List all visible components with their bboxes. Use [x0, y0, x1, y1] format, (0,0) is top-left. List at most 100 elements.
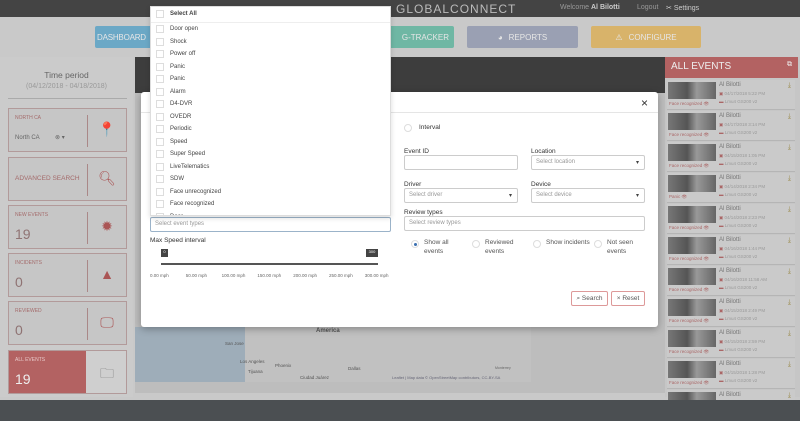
checkbox[interactable]: [156, 50, 164, 58]
map-attribution[interactable]: Leaflet | Map data © OpenStreetMap contr…: [392, 375, 501, 380]
location-select[interactable]: Select location: [531, 155, 645, 170]
event-type-option[interactable]: Door: [156, 212, 183, 215]
download-icon[interactable]: ⤓: [787, 268, 791, 275]
map-pin-icon[interactable]: 📍: [98, 121, 116, 137]
event-type-option[interactable]: SDW: [156, 175, 184, 183]
reviewed-card[interactable]: REVIEWED 0 🖵: [8, 301, 127, 345]
event-list-item[interactable]: Face recognized 👁︎ Al Bilotti ▣ 04/15/20…: [667, 297, 795, 327]
new-events-card[interactable]: NEW EVENTS 19 ✹: [8, 205, 127, 249]
download-icon[interactable]: ⤓: [787, 206, 791, 213]
select-all-option[interactable]: Select All: [156, 10, 197, 18]
all-events-card[interactable]: ALL EVENTS 19 🗀: [8, 350, 127, 394]
event-thumbnail[interactable]: [668, 82, 716, 99]
location-select[interactable]: North CA ⊗ ▾: [15, 135, 65, 141]
download-icon[interactable]: ⤓: [787, 299, 791, 306]
eye-icon[interactable]: 👁︎: [681, 194, 688, 199]
checkbox[interactable]: [156, 162, 164, 171]
event-type-option[interactable]: Alarm: [156, 87, 186, 96]
download-icon[interactable]: ⤓: [787, 330, 791, 337]
event-type-option[interactable]: LiveTelematics: [156, 162, 209, 171]
folders-icon[interactable]: ⧉: [787, 61, 792, 68]
reset-button[interactable]: × Reset: [611, 291, 645, 306]
eye-icon[interactable]: 👁︎: [703, 380, 710, 385]
event-thumbnail[interactable]: [668, 144, 716, 161]
checkbox[interactable]: [156, 62, 164, 71]
event-type-option[interactable]: Super Speed: [156, 150, 205, 158]
eye-icon[interactable]: 👁︎: [703, 101, 710, 106]
eye-icon[interactable]: 👁︎: [703, 256, 710, 261]
checkbox[interactable]: [156, 187, 164, 196]
checkbox[interactable]: [156, 212, 164, 215]
event-list-item[interactable]: Face recognized 👁︎ Al Bilotti ▣ 04/17/20…: [667, 80, 795, 110]
event-list-item[interactable]: Face recognized 👁︎ Al Bilotti ▣ 04/15/20…: [667, 328, 795, 358]
event-thumbnail[interactable]: [668, 330, 716, 347]
checkbox[interactable]: [156, 37, 164, 46]
device-select[interactable]: Select device: [531, 188, 645, 203]
search-icon[interactable]: 🔍︎: [98, 170, 116, 186]
time-period-range[interactable]: (04/12/2018 - 04/18/2018): [26, 83, 107, 90]
download-icon[interactable]: ⤓: [787, 361, 791, 368]
interval-radio[interactable]: [404, 124, 412, 132]
event-types-input[interactable]: Select event types: [150, 217, 391, 232]
logout-link[interactable]: Logout: [637, 4, 659, 11]
review-radio[interactable]: [472, 240, 480, 248]
event-thumbnail[interactable]: [668, 237, 716, 254]
event-type-option[interactable]: OVEDR: [156, 112, 191, 121]
nav-reports[interactable]: ◕ REPORTS: [467, 26, 578, 48]
driver-select[interactable]: Select driver: [404, 188, 518, 203]
event-type-option[interactable]: Face recognized: [156, 200, 214, 208]
download-icon[interactable]: ⤓: [787, 392, 791, 399]
checkbox[interactable]: [156, 25, 164, 33]
speed-slider-min-handle[interactable]: 0: [161, 249, 168, 257]
clear-icon[interactable]: ⊗: [55, 135, 61, 141]
event-type-option[interactable]: Power off: [156, 50, 195, 58]
event-type-option[interactable]: Panic: [156, 62, 185, 71]
review-radio[interactable]: [594, 240, 602, 248]
checkbox[interactable]: [156, 10, 164, 18]
eye-icon[interactable]: 👁︎: [703, 225, 710, 230]
checkbox[interactable]: [156, 125, 164, 133]
review-radio[interactable]: [533, 240, 541, 248]
event-list-item[interactable]: Face recognized 👁︎ Al Bilotti ▣ 04/15/20…: [667, 359, 795, 389]
review-types-input[interactable]: Select review types: [404, 216, 645, 231]
download-icon[interactable]: ⤓: [787, 144, 791, 151]
eye-icon[interactable]: 👁︎: [703, 132, 710, 137]
incidents-card[interactable]: INCIDENTS 0 ▲: [8, 253, 127, 297]
event-type-option[interactable]: Shock: [156, 37, 187, 46]
event-list-item[interactable]: Face recognized 👁︎ Al Bilotti ▣ 04/15/20…: [667, 142, 795, 172]
speed-slider-track[interactable]: [161, 263, 378, 265]
eye-icon[interactable]: 👁︎: [703, 163, 710, 168]
eye-icon[interactable]: 👁︎: [703, 287, 710, 292]
checkbox[interactable]: [156, 87, 164, 96]
eye-icon[interactable]: 👁︎: [703, 318, 710, 323]
event-list-item[interactable]: Face recognized 👁︎ Al Bilotti ▣ 04/14/20…: [667, 204, 795, 234]
event-type-option[interactable]: Periodic: [156, 125, 192, 133]
checkbox[interactable]: [156, 137, 164, 146]
search-button[interactable]: ⌕ Search: [571, 291, 608, 306]
event-thumbnail[interactable]: [668, 113, 716, 130]
event-list-item[interactable]: Face recognized 👁︎ Al Bilotti ▣ 04/16/20…: [667, 235, 795, 265]
event-list-item[interactable]: Face recognized 👁︎ Al Bilotti ▣ 04/16/20…: [667, 266, 795, 296]
close-button[interactable]: ×: [641, 96, 649, 110]
checkbox[interactable]: [156, 175, 164, 183]
download-icon[interactable]: ⤓: [787, 175, 791, 182]
event-list-item[interactable]: Face recognized 👁︎ Al Bilotti ▣ 04/17/20…: [667, 111, 795, 141]
advanced-search-card[interactable]: ADVANCED SEARCH 🔍︎: [8, 157, 127, 201]
download-icon[interactable]: ⤓: [787, 82, 791, 89]
event-thumbnail[interactable]: [668, 299, 716, 316]
download-icon[interactable]: ⤓: [787, 237, 791, 244]
event-thumbnail[interactable]: [668, 268, 716, 285]
speed-slider-max-handle[interactable]: 300: [366, 249, 378, 257]
eye-icon[interactable]: 👁︎: [703, 349, 710, 354]
download-icon[interactable]: ⤓: [787, 113, 791, 120]
event-list-item[interactable]: Panic 👁︎ Al Bilotti ▣ 04/14/2018 2:34 PM…: [667, 173, 795, 203]
event-type-option[interactable]: D4-DVR: [156, 100, 192, 108]
event-type-option[interactable]: Panic: [156, 75, 185, 83]
event-type-option[interactable]: Face unrecognized: [156, 187, 221, 196]
event-thumbnail[interactable]: [668, 206, 716, 223]
checkbox[interactable]: [156, 200, 164, 208]
event-type-option[interactable]: Speed: [156, 137, 187, 146]
settings-link[interactable]: ✂ Settings: [666, 5, 700, 12]
checkbox[interactable]: [156, 100, 164, 108]
nav-configure[interactable]: ⚠ CONFIGURE: [591, 26, 701, 48]
